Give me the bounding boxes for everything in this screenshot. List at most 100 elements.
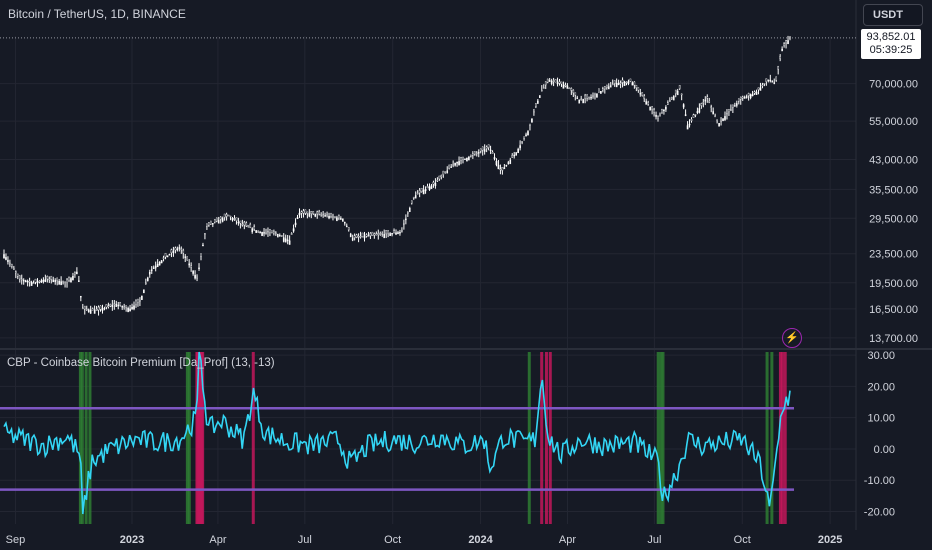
price-candle-body xyxy=(509,159,512,165)
price-candle-body xyxy=(564,84,567,87)
price-candle-body xyxy=(420,187,423,192)
price-candle-body xyxy=(609,85,612,88)
price-candle-body xyxy=(170,249,173,254)
lightning-icon[interactable]: ⚡ xyxy=(782,328,802,348)
price-candle-body xyxy=(347,227,350,231)
price-candle-body xyxy=(357,236,360,238)
price-candle-body xyxy=(263,232,265,234)
price-candle-body xyxy=(789,36,791,39)
price-candle-body xyxy=(302,210,305,214)
price-candle-body xyxy=(458,161,460,166)
price-candle-body xyxy=(489,149,492,152)
price-candle-body xyxy=(11,263,13,267)
price-candle-body xyxy=(231,218,234,221)
price-candle-body xyxy=(310,211,313,214)
price-candle-body xyxy=(667,102,669,105)
price-candle-body xyxy=(537,100,539,104)
price-candle-body xyxy=(761,84,764,87)
price-candle-body xyxy=(176,248,179,251)
price-candle-body xyxy=(127,307,129,313)
price-candle-body xyxy=(428,186,431,190)
price-candle-body xyxy=(296,217,299,220)
price-candle-body xyxy=(391,233,393,235)
price-candle-body xyxy=(741,96,744,99)
price-candle-body xyxy=(602,88,604,91)
price-candle-body xyxy=(596,93,598,98)
price-candle-body xyxy=(322,214,324,216)
price-candle-body xyxy=(97,306,100,311)
price-candle-body xyxy=(32,282,35,284)
price-candle-body xyxy=(225,214,228,217)
price-candle-body xyxy=(696,111,699,113)
price-candle-body xyxy=(166,255,169,258)
currency-button[interactable]: USDT xyxy=(863,4,923,26)
price-candle-body xyxy=(470,154,472,157)
price-candle-body xyxy=(52,279,55,283)
price-candle-body xyxy=(655,115,657,117)
price-candle-body xyxy=(653,109,655,113)
price-candle-body xyxy=(615,83,618,88)
price-candle-body xyxy=(113,303,116,305)
price-candle-body xyxy=(373,233,376,236)
price-candle-body xyxy=(83,305,86,310)
price-candle-body xyxy=(326,213,328,216)
price-candle-body xyxy=(665,106,667,110)
green-signal-band xyxy=(88,352,92,524)
price-candle-body xyxy=(747,93,750,96)
price-candle-body xyxy=(542,87,545,89)
price-candle-body xyxy=(275,232,277,235)
price-candle-body xyxy=(111,305,114,308)
price-candle-body xyxy=(611,83,614,86)
price-candle-body xyxy=(777,66,779,70)
price-candle-body xyxy=(722,118,724,122)
price-candle-body xyxy=(115,304,118,307)
price-candle-body xyxy=(643,95,646,99)
price-candle-body xyxy=(633,81,636,86)
price-candle-body xyxy=(503,167,506,170)
price-candle-body xyxy=(410,200,413,204)
price-candle-body xyxy=(641,92,644,97)
price-candle-body xyxy=(40,280,43,283)
price-candle-body xyxy=(121,306,123,308)
price-candle-body xyxy=(517,149,519,154)
price-candle-body xyxy=(672,96,675,101)
price-candle-body xyxy=(208,222,210,226)
price-candle-body xyxy=(570,88,573,91)
price-candle-body xyxy=(686,125,689,130)
price-candle-body xyxy=(779,56,781,60)
green-signal-band xyxy=(527,352,531,524)
price-candle-body xyxy=(647,102,649,105)
price-candle-body xyxy=(330,212,332,217)
price-candle-body xyxy=(359,236,362,238)
price-candle-body xyxy=(737,98,740,102)
magenta-signal-band xyxy=(778,352,782,524)
price-candle-body xyxy=(257,230,259,232)
price-candle-body xyxy=(712,111,714,115)
price-candle-body xyxy=(716,119,718,122)
price-candle-body xyxy=(434,182,437,187)
price-candle-body xyxy=(213,218,216,223)
price-candle-body xyxy=(212,223,214,225)
indicator-axis-label: -10.00 xyxy=(864,475,895,487)
green-signal-band xyxy=(765,352,769,524)
price-candle-body xyxy=(590,96,592,99)
indicator-label[interactable]: CBP - Coinbase Bitcoin Premium [Da_Prof]… xyxy=(7,357,275,369)
price-candle-body xyxy=(560,81,563,85)
price-candle-body xyxy=(328,215,330,219)
price-candle-body xyxy=(546,78,549,83)
price-candle-body xyxy=(783,43,785,46)
price-candle-body xyxy=(444,171,447,173)
price-candle-body xyxy=(338,214,340,219)
price-candle-body xyxy=(192,271,194,274)
price-candle-body xyxy=(769,79,772,82)
price-candle-body xyxy=(440,175,443,178)
time-axis-label: Oct xyxy=(384,534,401,546)
price-candle-body xyxy=(479,148,482,152)
price-candle-body xyxy=(556,82,559,85)
price-candle-body xyxy=(243,222,246,226)
green-signal-band xyxy=(187,352,191,524)
price-candle-body xyxy=(598,88,600,93)
price-candle-body xyxy=(483,149,486,152)
indicator-axis-label: 30.00 xyxy=(867,350,895,362)
